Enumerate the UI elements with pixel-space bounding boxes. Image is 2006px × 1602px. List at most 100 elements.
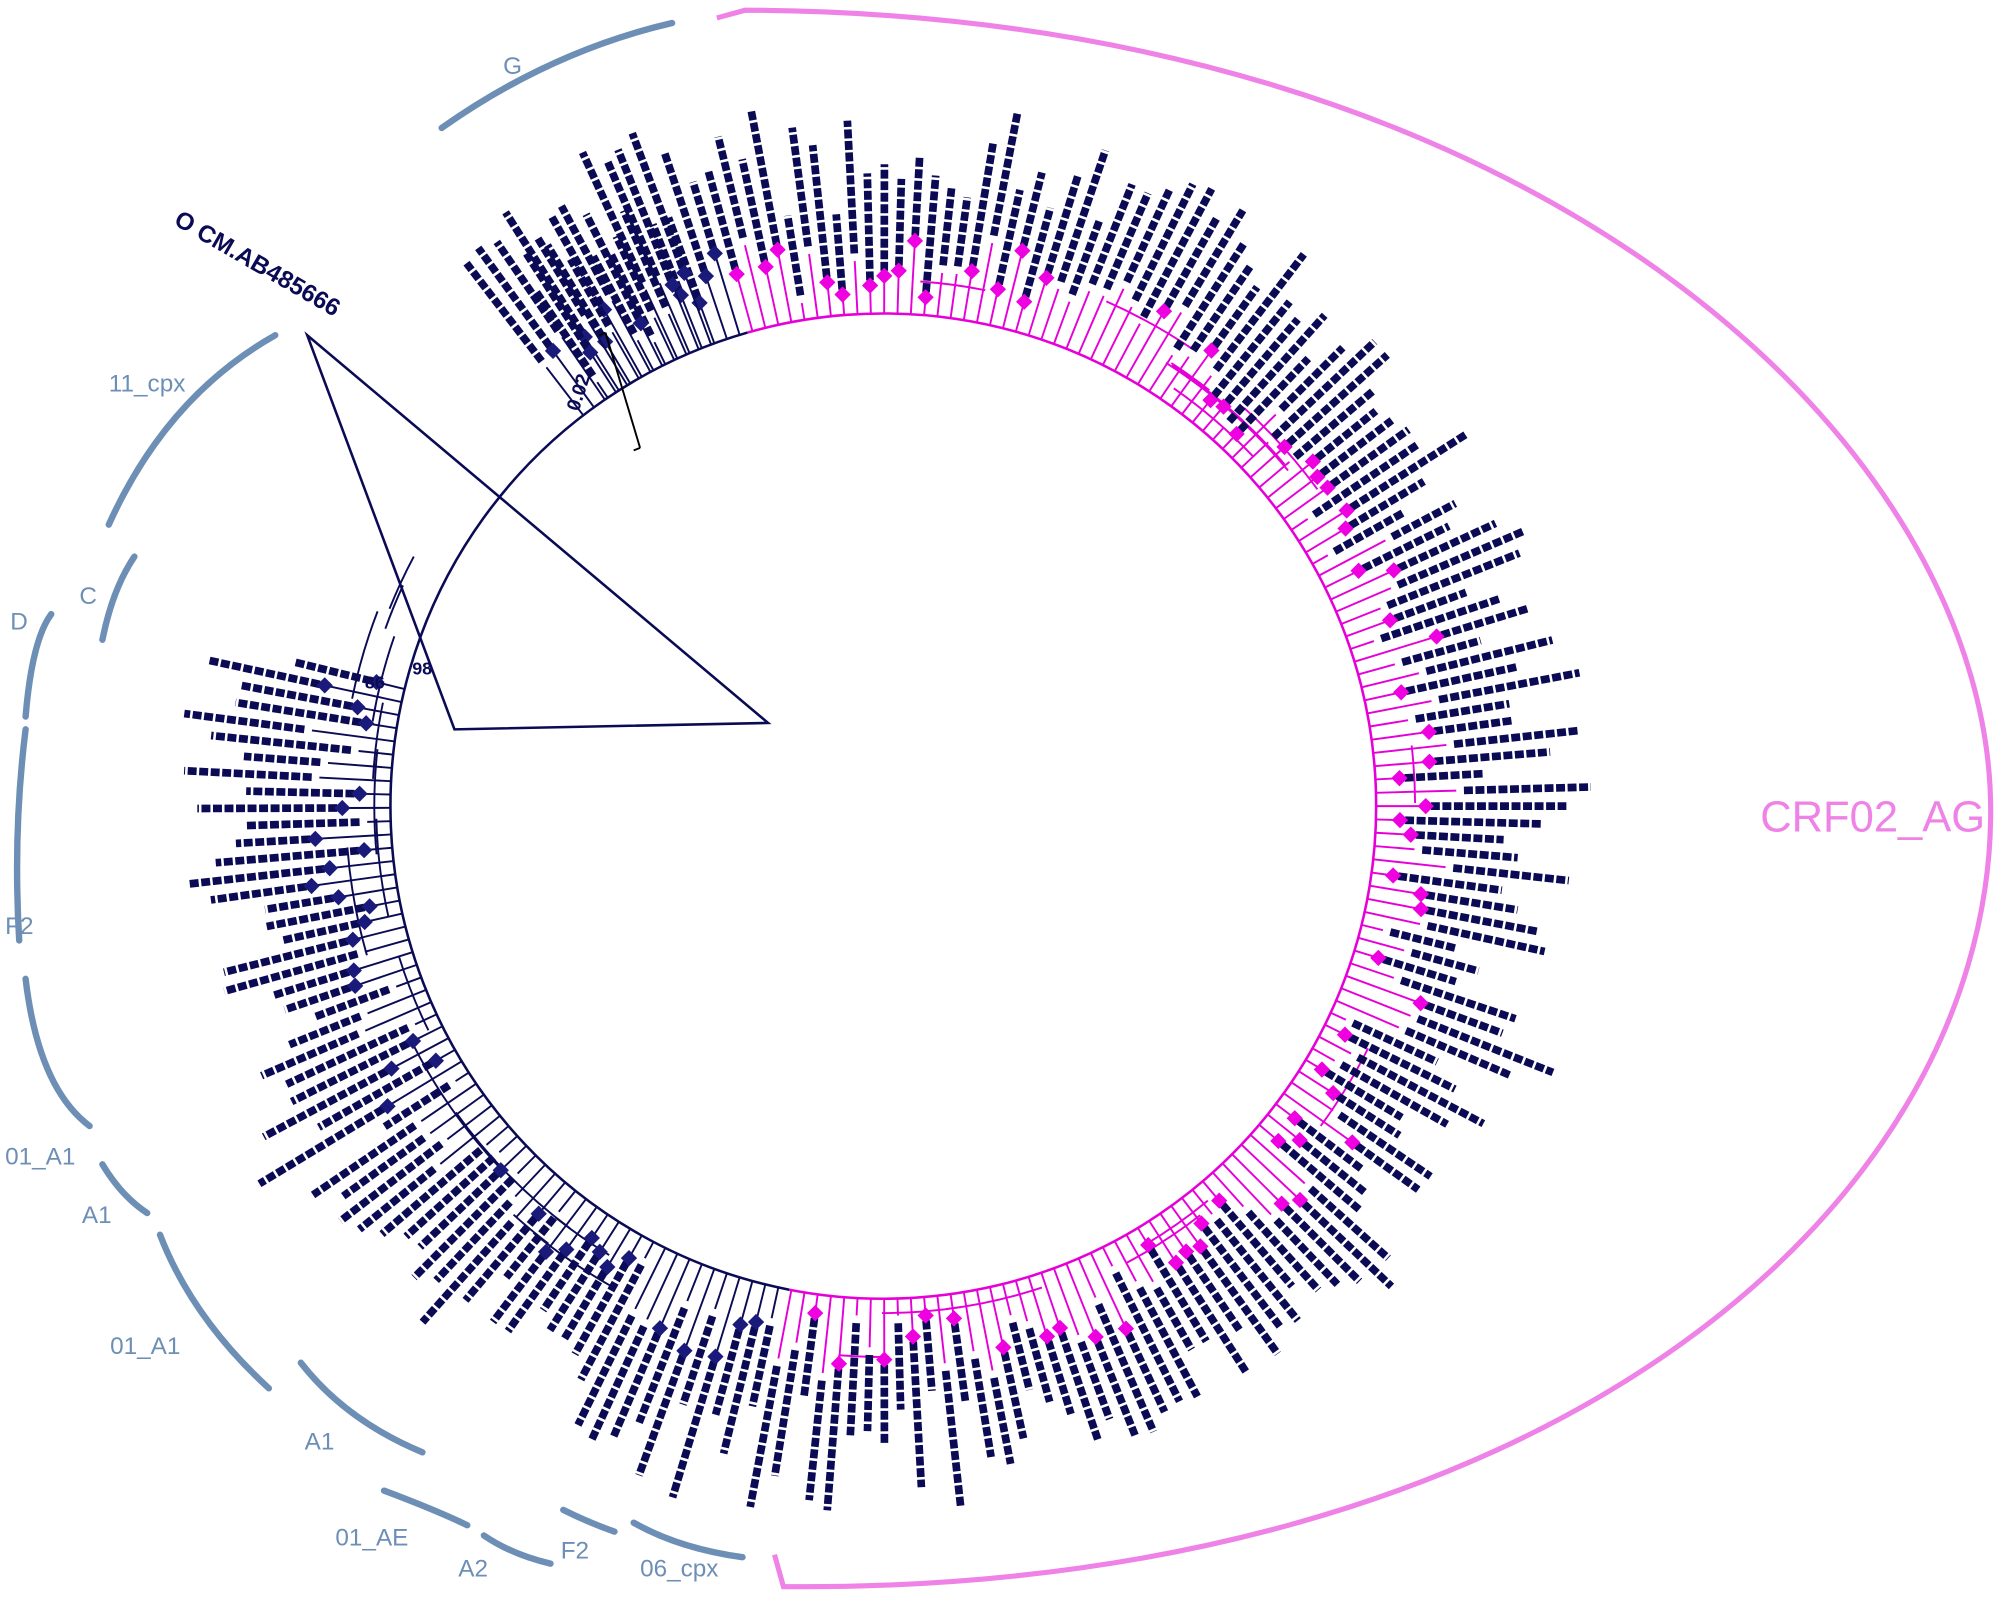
inner-arc: [838, 1354, 884, 1359]
leaf-label-block: [1211, 284, 1261, 349]
leaf-label-block: [1393, 588, 1468, 623]
leaf-label-block: [1021, 206, 1055, 298]
branch: [838, 1297, 846, 1362]
branch: [684, 274, 713, 345]
branch: [765, 269, 780, 326]
leaf-label-block: [1386, 549, 1521, 610]
leaf-label-block: [560, 1269, 608, 1343]
leaf-label-block: [208, 656, 321, 689]
leaf-label-block: [234, 698, 362, 727]
leaf-label-block: [1421, 846, 1518, 862]
branch: [1191, 401, 1210, 424]
branch: [607, 1228, 632, 1266]
branch: [740, 1280, 754, 1323]
branch: [429, 1093, 485, 1135]
leaf-label-block: [1273, 1217, 1341, 1288]
leaf-label-block: [1433, 716, 1513, 736]
leaf-marker: [1211, 1192, 1228, 1209]
leaf-label-block: [711, 1328, 743, 1416]
branch: [855, 1298, 859, 1316]
branch: [455, 1071, 470, 1082]
leaf-label-block: [719, 1326, 759, 1455]
branch: [1340, 607, 1381, 625]
branch: [795, 1292, 806, 1343]
clade-arc: [99, 553, 138, 643]
branch: [357, 963, 418, 986]
leaf-marker: [355, 842, 373, 859]
leaf-label-block: [1278, 344, 1346, 412]
inner-arc: [1105, 300, 1193, 350]
branch: [672, 286, 700, 350]
branch: [420, 1082, 477, 1122]
branch: [634, 1247, 667, 1310]
branch: [1027, 280, 1047, 336]
leaf-label-block: [589, 254, 638, 336]
clade-arc: [22, 610, 55, 720]
branch: [1373, 858, 1446, 869]
clade-label: C: [79, 583, 97, 610]
clade-label: A1: [305, 1429, 335, 1456]
leaf-label-block: [603, 158, 661, 278]
leaf-label-block: [1201, 1225, 1284, 1330]
leaf-label-block: [577, 1263, 645, 1382]
leaf-marker: [834, 286, 851, 303]
branch: [1002, 252, 1023, 329]
branch: [590, 354, 617, 393]
branch: [1221, 1162, 1272, 1216]
leaf-label-block: [493, 239, 561, 334]
leaf-label-block: [1044, 173, 1082, 275]
leaf-marker: [1402, 826, 1419, 843]
leaf-label-block: [939, 187, 956, 266]
leaf-label-block: [288, 1012, 362, 1049]
leaf-marker: [330, 889, 347, 906]
leaf-label-block: [1335, 1092, 1402, 1139]
leaf-label-block: [1181, 208, 1247, 308]
leaf-label-block: [1379, 595, 1501, 643]
leaf-marker: [537, 1243, 555, 1261]
clade-arc: [22, 975, 93, 1130]
leaf-label-block: [1339, 1061, 1450, 1128]
branch: [501, 1145, 528, 1170]
leaf-marker: [963, 262, 981, 280]
leaf-label-block: [1426, 921, 1546, 956]
clade-arc: [105, 332, 279, 528]
branch: [1052, 1267, 1080, 1336]
branch: [1148, 1220, 1176, 1262]
clade-label: 11_cpx: [109, 371, 186, 398]
crf02-ag-arc: [716, 7, 1994, 1590]
branch: [1052, 301, 1071, 345]
leaf-label-block: [316, 1059, 434, 1131]
leaf-label-block: [1301, 1200, 1395, 1290]
branch: [567, 1206, 598, 1248]
leaf-label-block: [382, 1082, 452, 1130]
leaf-label-block: [210, 882, 308, 904]
branch: [1159, 1213, 1186, 1250]
leaf-label-block: [1077, 1340, 1114, 1421]
branch: [1267, 462, 1312, 499]
outgroup-label: O CM.AB485666: [170, 206, 345, 323]
branch: [1077, 295, 1105, 355]
leaf-marker: [807, 1304, 824, 1322]
leaf-label-block: [990, 1377, 1015, 1465]
leaf-label-block: [1019, 171, 1046, 247]
branch: [1354, 636, 1435, 663]
branch: [644, 1241, 655, 1259]
leaf-marker: [945, 1310, 963, 1327]
inner-arc: [920, 280, 986, 292]
branch: [1290, 518, 1309, 531]
support-label: 98: [412, 658, 432, 678]
clade-arc: [630, 1519, 746, 1561]
leaf-label-block: [989, 112, 1022, 237]
branch: [1249, 1134, 1306, 1185]
branch: [714, 1272, 728, 1310]
branch: [514, 1163, 546, 1198]
leaf-label-block: [417, 1170, 500, 1250]
branch: [561, 336, 606, 401]
leaf-label-block: [911, 156, 924, 236]
leaf-label-block: [246, 787, 355, 798]
leaf-label-block: [235, 835, 311, 848]
branch: [1350, 962, 1395, 979]
leaf-label-block: [289, 1039, 411, 1106]
leaf-marker: [917, 1307, 934, 1324]
branch: [1267, 1113, 1299, 1140]
